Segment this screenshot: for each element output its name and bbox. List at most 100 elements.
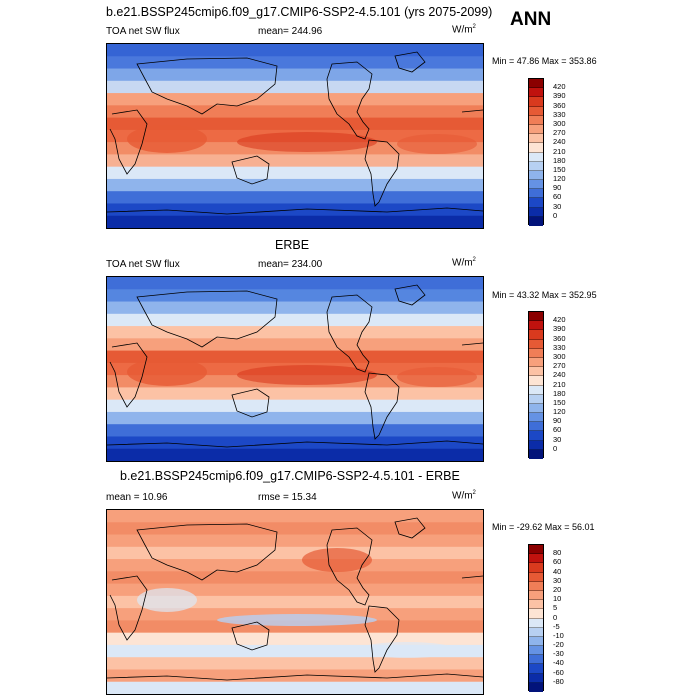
panel-2-units: W/m2 bbox=[452, 257, 476, 269]
colorbar-level-label: -20 bbox=[553, 640, 564, 650]
colorbar-level-label: 30 bbox=[553, 575, 562, 585]
colorbar-level-label: -60 bbox=[553, 667, 564, 677]
colorbar-level-label: 90 bbox=[553, 416, 562, 426]
colorbar-level-label: 210 bbox=[553, 379, 566, 389]
colorbar-level-label: -80 bbox=[553, 676, 564, 686]
colorbar-swatch bbox=[529, 367, 543, 377]
panel-2-minmax: Min = 43.32 Max = 352.95 bbox=[492, 290, 597, 300]
colorbar-level-label: 420 bbox=[553, 315, 566, 325]
colorbar-swatch bbox=[529, 330, 543, 340]
colorbar-swatch bbox=[529, 124, 543, 135]
colorbar-level-label: 0 bbox=[553, 443, 558, 453]
panel-1-mean-label: mean= 244.96 bbox=[258, 26, 323, 37]
panel-3-title: b.e21.BSSP245cmip6.f09_g17.CMIP6-SSP2-4.… bbox=[120, 469, 460, 483]
colorbar-level-label: 420 bbox=[553, 82, 566, 92]
colorbar-level-label: 240 bbox=[553, 137, 566, 147]
colorbar-swatch bbox=[529, 664, 543, 674]
colorbar-swatch bbox=[529, 106, 543, 116]
panel-3-rmse-label: rmse = 15.34 bbox=[258, 492, 317, 503]
colorbar-swatch bbox=[529, 431, 543, 441]
panel-3-mean-label: mean = 10.96 bbox=[106, 492, 168, 503]
colorbar-level-label: 210 bbox=[553, 146, 566, 156]
panel-2-title: ERBE bbox=[275, 238, 310, 252]
colorbar-swatch bbox=[529, 115, 543, 125]
colorbar-level-label: 180 bbox=[553, 388, 566, 398]
colorbar-swatch bbox=[529, 618, 543, 628]
colorbar-swatch bbox=[529, 97, 543, 107]
panel-3-colorbar bbox=[528, 544, 544, 692]
panel-1-units: W/m2 bbox=[452, 24, 476, 36]
colorbar-level-label: 30 bbox=[553, 201, 562, 211]
colorbar-swatch bbox=[529, 152, 543, 162]
colorbar-swatch bbox=[529, 376, 543, 386]
colorbar-swatch bbox=[529, 590, 543, 601]
colorbar-level-label: 5 bbox=[553, 603, 558, 613]
panel-3-minmax: Min = -29.62 Max = 56.01 bbox=[492, 522, 595, 532]
colorbar-level-label: 240 bbox=[553, 370, 566, 380]
map-panel-1 bbox=[106, 43, 484, 229]
colorbar-level-label: -10 bbox=[553, 630, 564, 640]
colorbar-swatch bbox=[529, 312, 543, 322]
colorbar-swatch bbox=[529, 79, 543, 89]
colorbar-level-label: 30 bbox=[553, 434, 562, 444]
colorbar-swatch bbox=[529, 440, 543, 450]
colorbar-swatch bbox=[529, 189, 543, 199]
colorbar-swatch bbox=[529, 449, 543, 459]
colorbar-swatch bbox=[529, 161, 543, 171]
colorbar-swatch bbox=[529, 394, 543, 404]
panel-3-units: W/m2 bbox=[452, 490, 476, 502]
colorbar-level-label: 330 bbox=[553, 109, 566, 119]
colorbar-level-label: 360 bbox=[553, 333, 566, 343]
colorbar-level-label: 60 bbox=[553, 192, 562, 202]
panel-1-colorbar bbox=[528, 78, 544, 226]
panel-2-left-label: TOA net SW flux bbox=[106, 259, 180, 270]
colorbar-swatch bbox=[529, 348, 543, 358]
colorbar-swatch bbox=[529, 422, 543, 432]
colorbar-level-label: 270 bbox=[553, 128, 566, 138]
colorbar-swatch bbox=[529, 646, 543, 656]
colorbar-level-label: 300 bbox=[553, 118, 566, 128]
colorbar-level-label: 300 bbox=[553, 351, 566, 361]
colorbar-level-label: 180 bbox=[553, 155, 566, 165]
colorbar-swatch bbox=[529, 357, 543, 368]
colorbar-level-label: 90 bbox=[553, 183, 562, 193]
colorbar-swatch bbox=[529, 655, 543, 665]
season-label: ANN bbox=[510, 9, 552, 30]
colorbar-swatch bbox=[529, 609, 543, 619]
colorbar-level-label: 150 bbox=[553, 164, 566, 174]
colorbar-level-label: 0 bbox=[553, 210, 558, 220]
map-panel-3 bbox=[106, 509, 484, 695]
colorbar-level-label: 270 bbox=[553, 361, 566, 371]
colorbar-swatch bbox=[529, 600, 543, 610]
colorbar-level-label: 0 bbox=[553, 612, 558, 622]
colorbar-level-label: 80 bbox=[553, 548, 562, 558]
colorbar-swatch bbox=[529, 636, 543, 647]
colorbar-level-label: 150 bbox=[553, 397, 566, 407]
colorbar-swatch bbox=[529, 339, 543, 349]
colorbar-level-label: -30 bbox=[553, 649, 564, 659]
colorbar-level-label: 330 bbox=[553, 342, 566, 352]
colorbar-swatch bbox=[529, 682, 543, 692]
figure-title: b.e21.BSSP245cmip6.f09_g17.CMIP6-SSP2-4.… bbox=[106, 5, 493, 19]
panel-2-colorbar bbox=[528, 311, 544, 459]
colorbar-swatch bbox=[529, 545, 543, 555]
colorbar-swatch bbox=[529, 563, 543, 573]
colorbar-level-label: 390 bbox=[553, 324, 566, 334]
colorbar-swatch bbox=[529, 403, 543, 414]
colorbar-swatch bbox=[529, 554, 543, 564]
colorbar-swatch bbox=[529, 180, 543, 190]
colorbar-swatch bbox=[529, 88, 543, 98]
panel-1-left-label: TOA net SW flux bbox=[106, 26, 180, 37]
colorbar-swatch bbox=[529, 134, 543, 144]
colorbar-swatch bbox=[529, 207, 543, 217]
colorbar-swatch bbox=[529, 385, 543, 395]
colorbar-level-label: -40 bbox=[553, 658, 564, 668]
colorbar-level-label: 10 bbox=[553, 594, 562, 604]
colorbar-level-label: 60 bbox=[553, 425, 562, 435]
colorbar-level-label: 390 bbox=[553, 91, 566, 101]
colorbar-swatch bbox=[529, 216, 543, 226]
colorbar-swatch bbox=[529, 143, 543, 153]
colorbar-level-label: 60 bbox=[553, 557, 562, 567]
colorbar-level-label: 20 bbox=[553, 584, 562, 594]
colorbar-swatch bbox=[529, 321, 543, 331]
